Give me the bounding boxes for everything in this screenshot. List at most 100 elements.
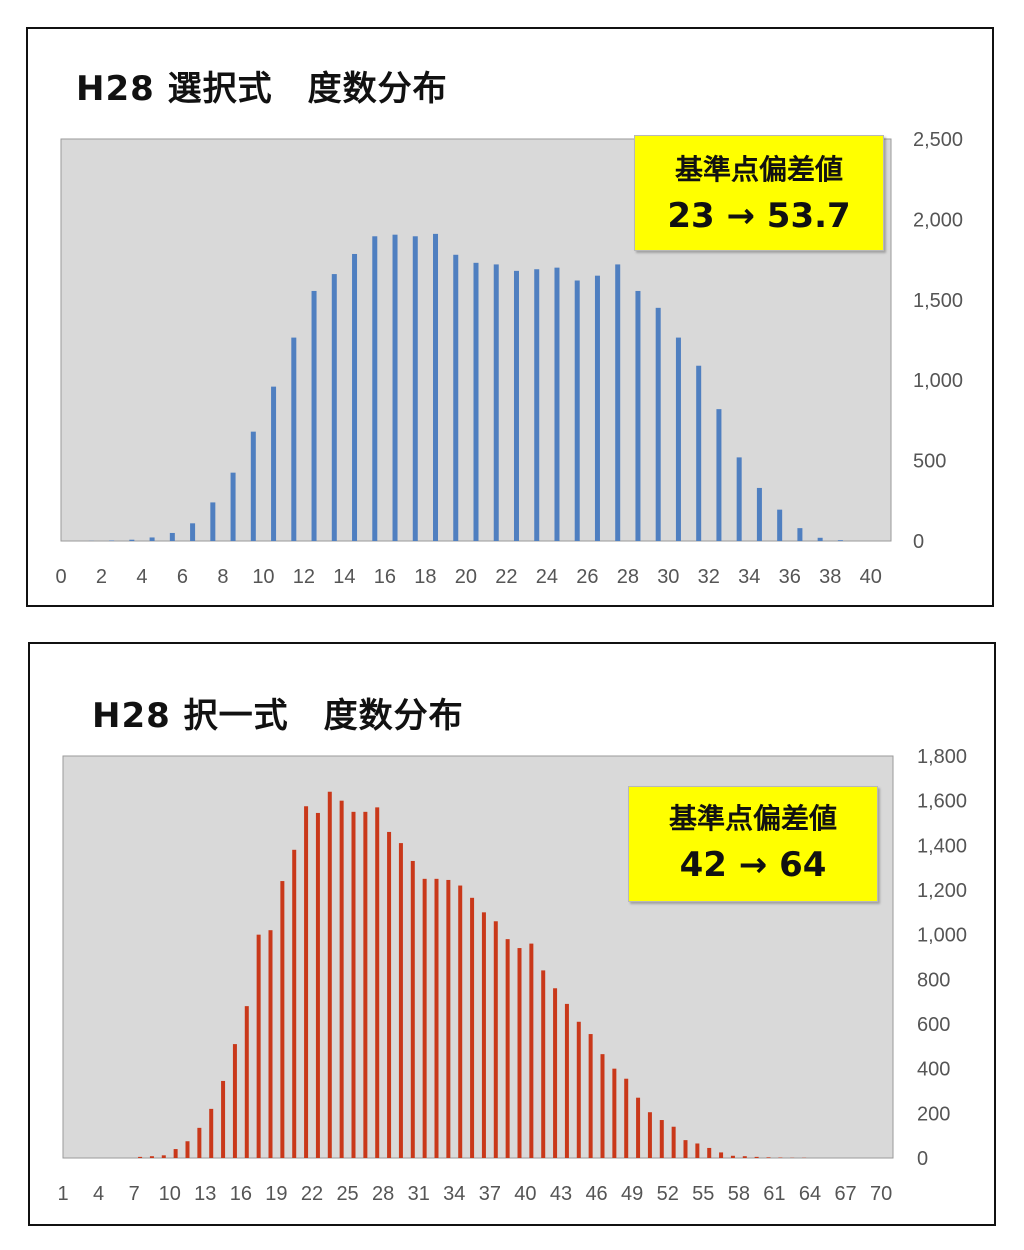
- y-tick-label: 1,000: [913, 370, 963, 392]
- callout-value: 42 → 64: [679, 845, 827, 885]
- bar-x-45: [588, 1034, 593, 1158]
- x-tick-label: 70: [870, 1183, 892, 1205]
- x-tick-label: 6: [177, 566, 188, 588]
- y-tick-label: 600: [917, 1014, 950, 1036]
- bar-x-59: [754, 1156, 759, 1158]
- bar-x-7: [210, 502, 216, 541]
- bar-x-36: [797, 528, 803, 541]
- y-tick-label: 1,500: [913, 290, 963, 312]
- x-tick-label: 58: [728, 1183, 750, 1205]
- bar-x-20: [292, 849, 297, 1158]
- x-tick-label: 61: [763, 1183, 785, 1205]
- x-tick-label: 4: [93, 1183, 104, 1205]
- bar-x-32: [434, 878, 439, 1158]
- bar-x-25: [574, 280, 580, 541]
- x-tick-label: 7: [129, 1183, 140, 1205]
- x-tick-label: 18: [414, 566, 436, 588]
- y-tick-label: 2,500: [913, 129, 963, 151]
- bar-x-55: [707, 1147, 712, 1158]
- bar-x-5: [169, 532, 175, 541]
- x-tick-label: 19: [265, 1183, 287, 1205]
- y-tick-label: 800: [917, 969, 950, 991]
- bar-x-29: [398, 843, 403, 1158]
- x-tick-label: 34: [738, 566, 760, 588]
- bar-x-34: [458, 885, 463, 1158]
- bar-x-32: [716, 409, 722, 541]
- bar-x-13: [209, 1108, 214, 1158]
- bar-x-25: [351, 811, 356, 1158]
- bar-x-14: [352, 253, 358, 542]
- bar-x-33: [736, 457, 742, 541]
- bar-x-30: [675, 337, 681, 541]
- x-tick-label: 16: [374, 566, 396, 588]
- bar-x-13: [331, 274, 337, 541]
- x-tick-label: 26: [576, 566, 598, 588]
- bar-chart-multiple-choice: 1 4 7 10 13 16 19 22 25 28 31 34 37 40 43 46 49 52 55 58 61 6…: [57, 746, 967, 1205]
- bar-x-11: [291, 337, 297, 541]
- callout-label: 基準点偏差値: [668, 802, 837, 835]
- bar-x-12: [311, 290, 317, 541]
- bar-x-56: [719, 1152, 724, 1158]
- bar-x-23: [534, 269, 540, 541]
- bar-x-53: [683, 1140, 688, 1158]
- bar-x-4: [149, 537, 155, 541]
- bar-x-24: [339, 800, 344, 1158]
- y-tick-label: 200: [917, 1103, 950, 1125]
- bar-x-27: [375, 807, 380, 1158]
- x-tick-label: 22: [495, 566, 517, 588]
- bar-x-36: [481, 912, 486, 1158]
- x-tick-label: 32: [698, 566, 720, 588]
- x-tick-label: 40: [860, 566, 882, 588]
- bar-x-44: [576, 1021, 581, 1158]
- bar-x-47: [612, 1068, 617, 1158]
- chart-panel-multiple-choice: H28 択一式 度数分布 1 4 7 10 13 16 19 22 25 28 31 34 37 40 43…: [28, 642, 996, 1226]
- callout-box: 基準点偏差値 42 → 64: [628, 786, 878, 902]
- bar-x-18: [433, 233, 439, 541]
- bar-x-6: [190, 523, 196, 541]
- bar-x-28: [387, 831, 392, 1158]
- bar-x-58: [742, 1156, 747, 1158]
- y-tick-label: 2,000: [913, 209, 963, 231]
- bar-x-3: [129, 539, 135, 541]
- bar-x-54: [695, 1143, 700, 1158]
- y-tick-label: 0: [913, 531, 924, 553]
- bar-x-29: [655, 307, 661, 541]
- bar-x-52: [671, 1126, 676, 1158]
- bar-x-33: [446, 879, 451, 1158]
- x-tick-label: 67: [834, 1183, 856, 1205]
- bar-x-12: [197, 1127, 202, 1158]
- x-tick-label: 55: [692, 1183, 714, 1205]
- x-tick-label: 28: [372, 1183, 394, 1205]
- bar-x-37: [493, 921, 498, 1158]
- x-tick-label: 34: [443, 1183, 465, 1205]
- bar-x-7: [138, 1156, 143, 1158]
- x-tick-label: 30: [657, 566, 679, 588]
- callout-box: 基準点偏差値 23 → 53.7: [634, 135, 884, 251]
- chart-title: H28 択一式 度数分布: [92, 696, 464, 736]
- y-tick-label: 1,400: [917, 835, 967, 857]
- x-tick-label: 2: [96, 566, 107, 588]
- callout-value: 23 → 53.7: [667, 196, 851, 236]
- bar-x-11: [185, 1141, 190, 1158]
- bar-x-21: [493, 264, 499, 541]
- bar-x-30: [410, 860, 415, 1158]
- bar-x-18: [268, 930, 273, 1158]
- x-tick-label: 43: [550, 1183, 572, 1205]
- bar-x-39: [517, 948, 522, 1158]
- x-tick-label: 10: [252, 566, 274, 588]
- bar-x-8: [149, 1156, 154, 1158]
- x-tick-label: 38: [819, 566, 841, 588]
- bar-x-37: [817, 537, 823, 541]
- bar-x-35: [777, 509, 783, 541]
- bar-x-27: [615, 264, 621, 541]
- bar-x-23: [327, 791, 332, 1158]
- x-tick-label: 24: [536, 566, 558, 588]
- x-tick-label: 25: [336, 1183, 358, 1205]
- bar-x-17: [412, 236, 418, 541]
- bar-x-16: [244, 1006, 249, 1158]
- x-tick-label: 64: [799, 1183, 821, 1205]
- bar-x-28: [635, 290, 641, 541]
- bar-x-40: [529, 943, 534, 1158]
- bar-x-43: [564, 1003, 569, 1158]
- bar-x-22: [315, 812, 320, 1158]
